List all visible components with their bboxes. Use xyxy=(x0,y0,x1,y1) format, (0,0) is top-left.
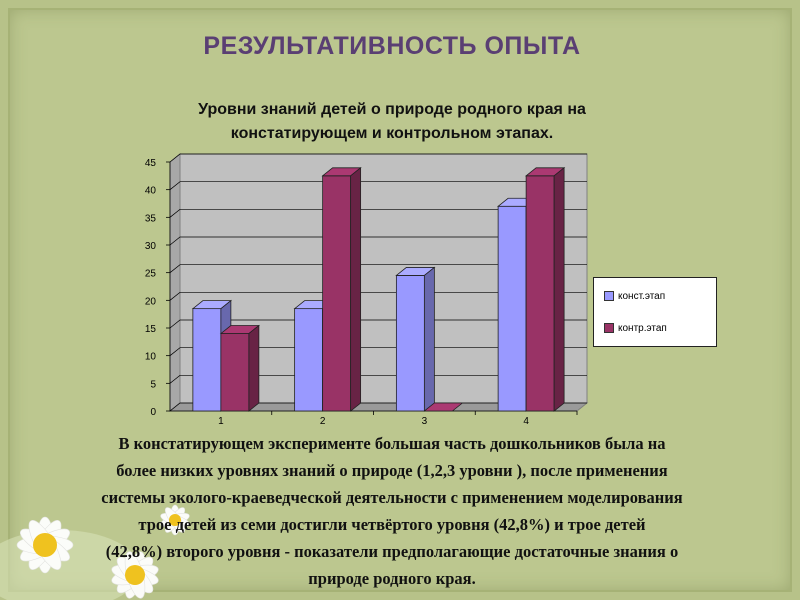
y-tick-label: 5 xyxy=(150,379,156,390)
legend-swatch-series-2 xyxy=(604,323,614,333)
chart-title: Уровни знаний детей о природе родного кр… xyxy=(100,98,684,146)
gridline xyxy=(169,319,587,329)
gridline xyxy=(169,236,587,246)
y-tick-label: 40 xyxy=(145,186,157,197)
gridline xyxy=(169,291,587,301)
bar-side xyxy=(423,266,435,412)
y-tick-label: 35 xyxy=(145,213,157,224)
legend-label-series-1: конст.этап xyxy=(618,290,666,302)
legend-item-series-2: контр.этап xyxy=(604,322,667,334)
y-tick-label: 45 xyxy=(145,158,157,169)
bar-front xyxy=(294,308,324,412)
y-tick-label: 10 xyxy=(145,352,157,363)
y-tick-label: 25 xyxy=(145,269,157,280)
gridline xyxy=(169,153,587,163)
y-tick-label: 0 xyxy=(150,407,156,418)
bar-front xyxy=(220,333,250,412)
conclusion-line-5: (42,8%) второго уровня - показатели пред… xyxy=(105,542,679,561)
conclusion-line-4: трое детей из семи достигли четвёртого у… xyxy=(138,515,646,534)
slide-frame xyxy=(8,8,792,592)
bar-top xyxy=(423,402,464,412)
legend-swatch-series-1 xyxy=(604,291,614,301)
chart-title-line-2: констатирующем и контрольном этапах. xyxy=(230,125,554,142)
chart-legend: конст.этап контр.этап xyxy=(593,277,717,347)
slide-title: РЕЗУЛЬТАТИВНОСТЬ ОПЫТА xyxy=(203,32,581,60)
bar-front xyxy=(322,175,352,412)
gridline xyxy=(169,208,587,218)
x-tick-label: 4 xyxy=(523,416,529,427)
bar-side xyxy=(248,324,260,412)
gridline xyxy=(169,264,587,273)
chamomile-decoration xyxy=(0,504,190,600)
chart-side-wall xyxy=(169,152,181,413)
legend-item-series-1: конст.этап xyxy=(604,290,665,302)
bar-front xyxy=(395,275,425,412)
gridline xyxy=(169,374,587,384)
x-tick-label: 1 xyxy=(218,416,224,427)
conclusion-line-3: системы эколого-краеведческой деятельнос… xyxy=(101,488,683,507)
bar-side xyxy=(350,167,362,412)
bar-front xyxy=(525,175,555,412)
bar-front xyxy=(192,308,222,412)
y-tick-label: 20 xyxy=(145,296,157,307)
gridline xyxy=(169,347,587,356)
conclusion-line-6: природе родного края. xyxy=(308,569,476,588)
bar-side xyxy=(553,167,565,412)
conclusion-line-1: В констатирующем эксперименте большая ча… xyxy=(118,434,666,453)
legend-label-series-2: контр.этап xyxy=(618,322,667,334)
conclusion-line-2: более низких уровнях знаний о природе (1… xyxy=(116,461,668,480)
x-tick-label: 2 xyxy=(320,416,326,427)
y-tick-label: 15 xyxy=(145,324,157,335)
y-tick-label: 30 xyxy=(145,241,157,252)
bar-front xyxy=(497,205,527,412)
conclusion-text: В констатирующем эксперименте большая ча… xyxy=(0,430,784,592)
chart-title-line-1: Уровни знаний детей о природе родного кр… xyxy=(198,101,586,118)
x-tick-label: 3 xyxy=(422,416,428,427)
gridline xyxy=(169,181,587,190)
